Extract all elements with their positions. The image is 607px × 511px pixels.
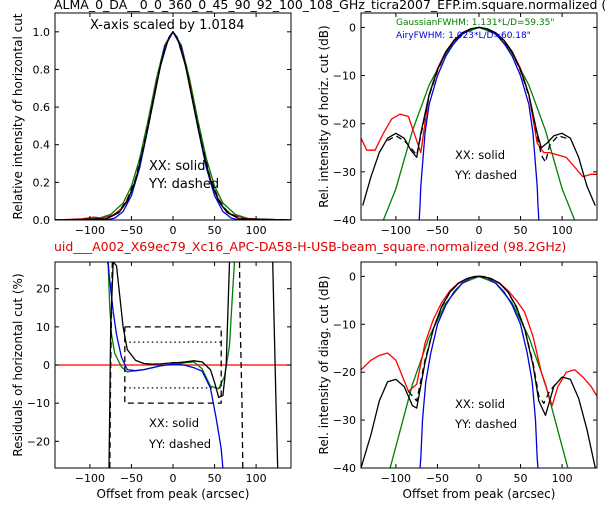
gaussian-fwhm-legend: GaussianFWHM: 1.131*L/D=59.35" (396, 18, 554, 28)
series-line-black-solid-3 (362, 26, 596, 206)
y-tick-label: 0.2 (33, 176, 51, 189)
y-axis-label: Relative intensity of horizontal cut (11, 13, 25, 219)
x-tick-label: −50 (426, 472, 449, 485)
axes-frame (360, 261, 598, 469)
x-tick-label: 100 (552, 472, 573, 485)
y-tick-label: −20 (333, 118, 356, 131)
plot-area (361, 26, 597, 220)
series-line-black-dashed-4 (407, 275, 556, 404)
x-tick-label: −50 (120, 472, 143, 485)
x-tick-label: −50 (120, 224, 143, 237)
plot-area (55, 262, 291, 468)
y-tick-label: −10 (333, 318, 356, 331)
x-tick-label: −100 (75, 224, 105, 237)
y-axis-label: Residuals of horizontal cut (%) (11, 273, 25, 456)
y-tick-label: −20 (27, 435, 50, 448)
x-tick-label: −100 (75, 472, 105, 485)
yy-annotation: YY: dashed (454, 417, 517, 431)
y-tick-label: 0 (349, 270, 356, 283)
x-tick-label: 0 (476, 224, 483, 237)
x-tick-label: 100 (246, 224, 267, 237)
series-line-black-dashed-5 (109, 262, 113, 468)
airy-fwhm-legend: AiryFWHM: 1.023*L/D=60.18" (396, 31, 531, 41)
y-tick-label: 1.0 (33, 26, 51, 39)
x-tick-label: 50 (514, 472, 528, 485)
xx-annotation: XX: solid (149, 159, 206, 174)
x-scale-annotation: X-axis scaled by 1.0184 (90, 18, 245, 33)
x-tick-label: 0 (170, 472, 177, 485)
x-tick-label: 100 (552, 224, 573, 237)
y-tick-label: 0.4 (33, 139, 51, 152)
y-tick-label: 10 (36, 321, 50, 334)
series-line-blue-solid-2 (107, 262, 224, 468)
x-tick-label: 50 (208, 224, 222, 237)
series-line-red-solid-1 (361, 275, 597, 407)
yy-annotation: YY: dashed (148, 177, 219, 192)
x-tick-label: 0 (476, 472, 483, 485)
y-tick-label: −10 (333, 70, 356, 83)
y-tick-label: −10 (27, 397, 50, 410)
plot-area (361, 275, 597, 468)
xx-annotation: XX: solid (149, 416, 199, 430)
x-tick-label: 50 (514, 224, 528, 237)
y-tick-label: −40 (333, 462, 356, 475)
y-tick-label: −30 (333, 166, 356, 179)
y-tick-label: −20 (333, 366, 356, 379)
y-axis-label: Rel. intensity of diag. cut (dB) (317, 276, 331, 455)
y-tick-label: 20 (36, 283, 50, 296)
y-tick-label: 0 (349, 21, 356, 34)
figure-subtitle: uid___A002_X69ec79_Xc16_APC-DA58-H-USB-b… (54, 239, 566, 254)
series-line-green-solid-1 (106, 262, 236, 390)
x-tick-label: 50 (208, 472, 222, 485)
xx-annotation: XX: solid (455, 148, 505, 162)
y-tick-label: −40 (333, 214, 356, 227)
series-line-black-dashed-6 (238, 262, 244, 468)
y-tick-label: 0.6 (33, 101, 51, 114)
xx-annotation: XX: solid (455, 397, 505, 411)
x-tick-label: 100 (246, 472, 267, 485)
series-line-blue-solid-2 (418, 26, 540, 220)
y-tick-label: 0.8 (33, 63, 51, 76)
x-tick-label: −100 (381, 224, 411, 237)
figure-title: ALMA_0_DA__0_0_360_0_45_90_92_100_108_GH… (54, 0, 606, 12)
x-axis-label: Offset from peak (arcsec) (97, 487, 250, 501)
series-line-green-solid-0 (382, 26, 576, 220)
x-axis-label: Offset from peak (arcsec) (403, 487, 556, 501)
x-tick-label: −50 (426, 224, 449, 237)
yy-annotation: YY: dashed (454, 168, 517, 182)
y-tick-label: −30 (333, 414, 356, 427)
x-tick-label: −100 (381, 472, 411, 485)
x-tick-label: 0 (170, 224, 177, 237)
series-line-black-dashed-4 (55, 31, 291, 220)
series-line-black-solid-4 (272, 262, 279, 468)
series-line-black-dashed-7 (124, 326, 222, 404)
y-tick-label: 0.0 (33, 214, 51, 227)
y-tick-label: 0 (43, 359, 50, 372)
yy-annotation: YY: dashed (148, 437, 211, 451)
y-axis-label: Rel. intensity of horiz. cut (dB) (317, 25, 331, 207)
plot-area (55, 31, 291, 220)
panel-top-left-horizontal-cut: −100 −50 0 50 100 0.0 0.2 0.4 0.6 0.8 1.0 Relative … (11, 12, 292, 237)
